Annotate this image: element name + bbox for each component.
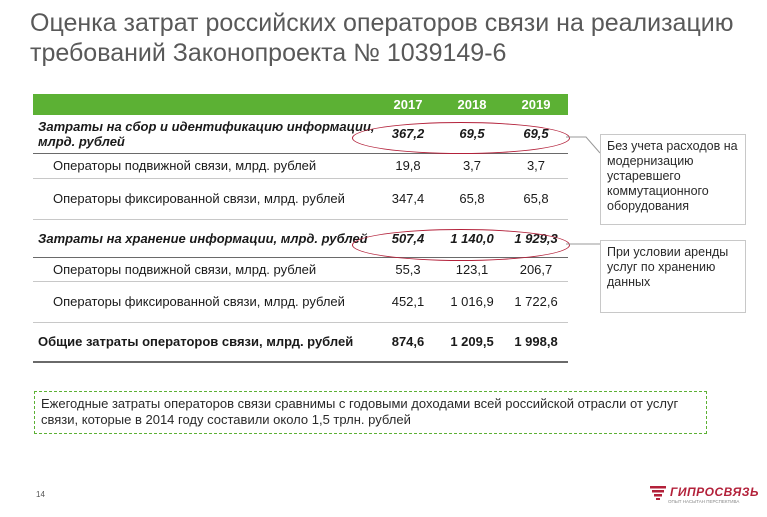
cell-value: 206,7 <box>504 257 568 282</box>
table-row: Операторы подвижной связи, млрд. рублей … <box>33 257 568 282</box>
cell-value: 1 209,5 <box>440 322 504 363</box>
row-label: Операторы подвижной связи, млрд. рублей <box>33 153 376 179</box>
logo-name: ГИПРОСВЯЗЬ <box>670 485 759 499</box>
table-row: Затраты на хранение информации, млрд. ру… <box>33 219 568 258</box>
header-year: 2017 <box>376 94 440 115</box>
row-label: Операторы подвижной связи, млрд. рублей <box>33 257 376 282</box>
cell-value: 367,2 <box>376 115 440 154</box>
cell-value: 1 140,0 <box>440 219 504 258</box>
cell-value: 123,1 <box>440 257 504 282</box>
row-label: Затраты на сбор и идентификацию информац… <box>33 115 376 154</box>
cell-value: 65,8 <box>504 178 568 220</box>
cell-value: 1 016,9 <box>440 281 504 323</box>
table-row: Операторы подвижной связи, млрд. рублей … <box>33 153 568 179</box>
cell-value: 452,1 <box>376 281 440 323</box>
collection-callout-connector <box>566 136 601 154</box>
cell-value: 1 929,3 <box>504 219 568 258</box>
page-title: Оценка затрат российских операторов связ… <box>30 9 734 67</box>
table-header-row: 2017 2018 2019 <box>33 94 568 115</box>
header-year: 2018 <box>440 94 504 115</box>
cell-value: 69,5 <box>440 115 504 154</box>
cell-value: 1 998,8 <box>504 322 568 363</box>
page-number: 14 <box>36 490 45 499</box>
costs-table: 2017 2018 2019 Затраты на сбор и идентиф… <box>33 94 568 363</box>
cell-value: 1 722,6 <box>504 281 568 323</box>
cell-value: 3,7 <box>440 153 504 179</box>
cell-value: 65,8 <box>440 178 504 220</box>
storage-callout: При условии аренды услуг по хранению дан… <box>600 240 746 313</box>
header-year: 2019 <box>504 94 568 115</box>
row-label: Затраты на хранение информации, млрд. ру… <box>33 219 376 258</box>
table-row: Операторы фиксированной связи, млрд. руб… <box>33 281 568 323</box>
summary-note: Ежегодные затраты операторов связи сравн… <box>34 391 707 434</box>
row-label: Общие затраты операторов связи, млрд. ру… <box>33 322 376 363</box>
table-row: Операторы фиксированной связи, млрд. руб… <box>33 178 568 220</box>
cell-value: 3,7 <box>504 153 568 179</box>
table-row: Общие затраты операторов связи, млрд. ру… <box>33 322 568 363</box>
row-label: Операторы фиксированной связи, млрд. руб… <box>33 178 376 220</box>
row-label: Операторы фиксированной связи, млрд. руб… <box>33 281 376 323</box>
cell-value: 874,6 <box>376 322 440 363</box>
collection-callout: Без учета расходов на модернизацию устар… <box>600 134 746 225</box>
logo-mark-icon <box>650 486 666 500</box>
storage-callout-connector <box>566 243 600 245</box>
cell-value: 55,3 <box>376 257 440 282</box>
cell-value: 69,5 <box>504 115 568 154</box>
header-label-cell <box>33 94 376 115</box>
cell-value: 19,8 <box>376 153 440 179</box>
cell-value: 347,4 <box>376 178 440 220</box>
company-logo: ГИПРОСВЯЗЬ ОПЫТ НАСЫТАН ПЕРСПЕКТИВА <box>650 485 758 507</box>
cell-value: 507,4 <box>376 219 440 258</box>
table-row: Затраты на сбор и идентификацию информац… <box>33 115 568 154</box>
logo-tagline: ОПЫТ НАСЫТАН ПЕРСПЕКТИВА <box>668 499 740 504</box>
